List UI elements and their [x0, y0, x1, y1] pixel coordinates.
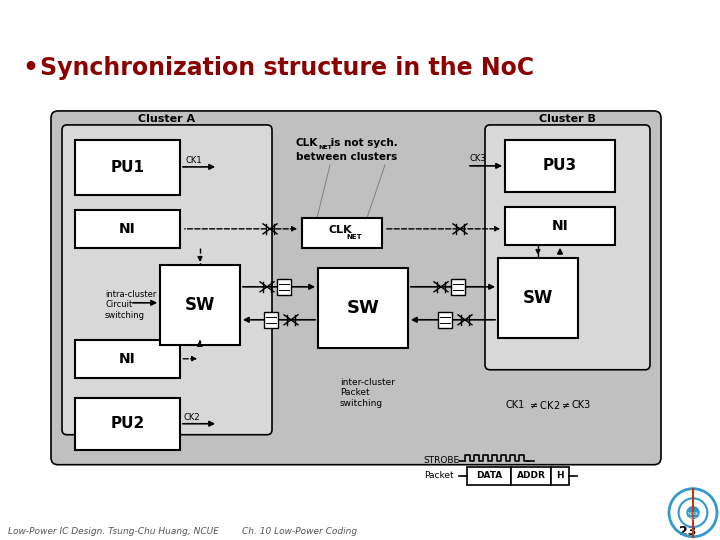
FancyBboxPatch shape: [51, 111, 661, 465]
Bar: [75, 210, 180, 248]
Text: Packet: Packet: [424, 471, 454, 480]
Text: NET: NET: [318, 145, 332, 151]
Text: CK1: CK1: [186, 157, 202, 165]
Text: ADDR: ADDR: [516, 471, 546, 480]
Bar: [302, 218, 382, 248]
Text: PU1: PU1: [110, 160, 145, 175]
Bar: [511, 467, 551, 485]
Text: NI: NI: [119, 222, 136, 236]
Bar: [75, 340, 180, 378]
Bar: [277, 279, 291, 295]
Bar: [75, 140, 180, 195]
Text: PU3: PU3: [543, 158, 577, 173]
Text: CK3: CK3: [470, 154, 487, 164]
Bar: [75, 398, 180, 450]
Text: Synchronization structure in the NoC: Synchronization structure in the NoC: [40, 56, 534, 80]
FancyBboxPatch shape: [62, 125, 272, 435]
Text: between clusters: between clusters: [296, 152, 397, 162]
Bar: [467, 467, 511, 485]
Text: 23: 23: [679, 525, 697, 538]
FancyBboxPatch shape: [485, 125, 650, 370]
Text: Cluster B: Cluster B: [539, 114, 596, 124]
Text: H: H: [556, 471, 564, 480]
Bar: [438, 312, 452, 328]
Text: PU2: PU2: [110, 416, 145, 431]
Text: SW: SW: [346, 299, 379, 317]
Bar: [505, 207, 615, 245]
Text: is not sych.: is not sych.: [327, 138, 397, 148]
Text: Cluster A: Cluster A: [138, 114, 196, 124]
Text: intra-cluster
Circuit
switching: intra-cluster Circuit switching: [105, 290, 156, 320]
Text: NI: NI: [119, 352, 136, 366]
Text: CLK: CLK: [328, 225, 352, 235]
Text: SW: SW: [185, 296, 215, 314]
Bar: [264, 312, 278, 328]
Text: CLK: CLK: [296, 138, 318, 148]
Text: SW: SW: [523, 289, 553, 307]
Bar: [160, 265, 240, 345]
Bar: [551, 467, 569, 485]
Text: DATA: DATA: [476, 471, 502, 480]
Text: NET: NET: [346, 234, 362, 240]
Text: STROBE: STROBE: [424, 456, 460, 465]
Bar: [498, 258, 578, 338]
Text: Ch. 10 Low-Power Coding: Ch. 10 Low-Power Coding: [243, 527, 358, 536]
Text: NCUE
EECS: NCUE EECS: [688, 512, 698, 521]
Text: CK3: CK3: [572, 400, 591, 410]
Text: inter-cluster
Packet
switching: inter-cluster Packet switching: [340, 378, 395, 408]
Circle shape: [687, 507, 699, 519]
Text: CK1: CK1: [505, 400, 524, 410]
Bar: [318, 268, 408, 348]
Bar: [505, 140, 615, 192]
Text: $\neq$CK2$\neq$: $\neq$CK2$\neq$: [528, 399, 570, 411]
Text: Low-Power IC Design. Tsung-Chu Huang, NCUE: Low-Power IC Design. Tsung-Chu Huang, NC…: [8, 527, 219, 536]
Text: CK2: CK2: [184, 413, 201, 422]
Bar: [451, 279, 465, 295]
Text: NI: NI: [552, 219, 568, 233]
Text: •: •: [22, 56, 38, 80]
